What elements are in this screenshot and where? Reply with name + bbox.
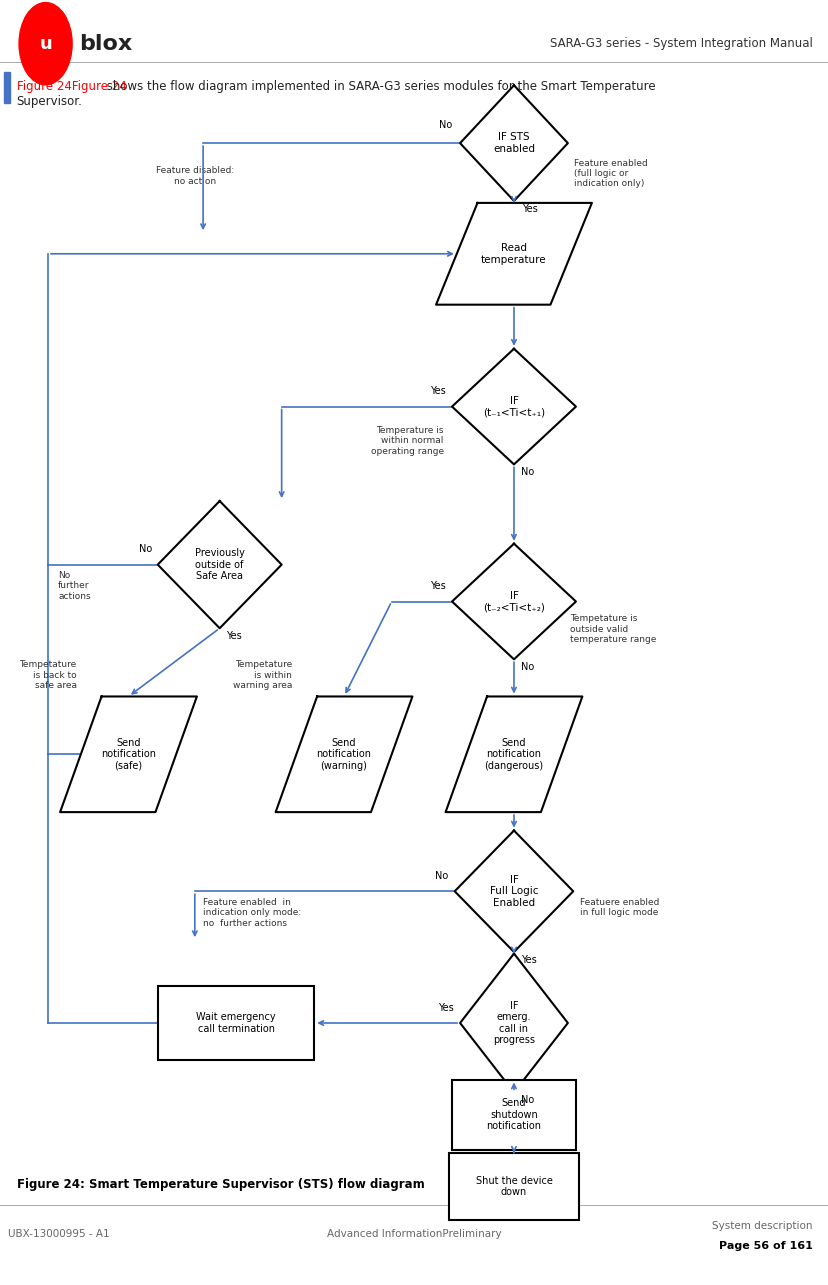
Polygon shape <box>157 501 282 628</box>
Text: No: No <box>435 871 447 882</box>
Text: u: u <box>39 35 52 53</box>
Text: IF
Full Logic
Enabled: IF Full Logic Enabled <box>489 875 537 908</box>
Text: Yes: Yes <box>429 581 445 591</box>
Polygon shape <box>454 830 573 952</box>
Bar <box>451 1079 575 1150</box>
Text: No: No <box>520 662 533 672</box>
Text: IF
emerg.
call in
progress: IF emerg. call in progress <box>493 1001 534 1046</box>
Text: IF
(t₋₁<Ti<t₊₁): IF (t₋₁<Ti<t₊₁) <box>483 396 544 418</box>
Polygon shape <box>451 348 575 464</box>
Polygon shape <box>445 696 581 812</box>
Text: Supervisor.: Supervisor. <box>17 95 82 108</box>
Text: No
further
actions: No further actions <box>58 571 90 601</box>
Text: Read
temperature: Read temperature <box>480 243 546 265</box>
Text: No: No <box>438 121 451 130</box>
Bar <box>4 72 10 103</box>
Text: Advanced InformationPreliminary: Advanced InformationPreliminary <box>327 1228 501 1239</box>
Text: Yes: Yes <box>520 955 536 965</box>
Polygon shape <box>460 85 567 200</box>
Text: Wait emergency
call termination: Wait emergency call termination <box>196 1013 276 1034</box>
Text: IF STS
enabled: IF STS enabled <box>493 132 534 154</box>
Text: Yes: Yes <box>437 1002 453 1013</box>
Text: Temperature is
within normal
operating range: Temperature is within normal operating r… <box>370 425 443 456</box>
Text: Feature enabled  in
indication only mode:
no  further actions: Feature enabled in indication only mode:… <box>203 898 301 928</box>
Text: Tempetature
is within
warning area: Tempetature is within warning area <box>233 660 291 690</box>
Text: Feature enabled
(full logic or
indication only): Feature enabled (full logic or indicatio… <box>574 158 647 189</box>
Text: SARA-G3 series - System Integration Manual: SARA-G3 series - System Integration Manu… <box>549 37 811 50</box>
Bar <box>158 987 314 1060</box>
Text: No: No <box>139 545 152 554</box>
Bar <box>449 1153 578 1219</box>
Text: Send
notification
(warning): Send notification (warning) <box>316 738 371 771</box>
Text: Figure 24Figure 24: Figure 24Figure 24 <box>17 80 126 93</box>
Text: Send
notification
(dangerous): Send notification (dangerous) <box>484 738 543 771</box>
Text: shows the flow diagram implemented in SARA-G3 series modules for the Smart Tempe: shows the flow diagram implemented in SA… <box>103 80 655 93</box>
Text: Tempetature
is back to
safe area: Tempetature is back to safe area <box>19 660 76 690</box>
Text: Shut the device
down: Shut the device down <box>475 1176 551 1198</box>
Text: No: No <box>520 1095 533 1105</box>
Polygon shape <box>275 696 412 812</box>
Circle shape <box>19 3 72 85</box>
Text: Yes: Yes <box>429 387 445 396</box>
Text: Send
notification
(safe): Send notification (safe) <box>101 738 156 771</box>
Text: Yes: Yes <box>226 631 242 641</box>
Text: Yes: Yes <box>522 203 537 213</box>
Polygon shape <box>451 544 575 659</box>
Text: Featuere enabled
in full logic mode: Featuere enabled in full logic mode <box>580 898 658 917</box>
Polygon shape <box>60 696 197 812</box>
Text: No: No <box>520 466 533 477</box>
Text: UBX-13000995 - A1: UBX-13000995 - A1 <box>8 1228 110 1239</box>
Text: Previously
outside of
Safe Area: Previously outside of Safe Area <box>195 547 244 581</box>
Text: Figure 24: Smart Temperature Supervisor (STS) flow diagram: Figure 24: Smart Temperature Supervisor … <box>17 1178 424 1191</box>
Text: Send
shutdown
notification: Send shutdown notification <box>486 1099 541 1131</box>
Text: Tempetature is
outside valid
temperature range: Tempetature is outside valid temperature… <box>569 614 656 644</box>
Text: blox: blox <box>79 33 132 54</box>
Text: Page 56 of 161: Page 56 of 161 <box>718 1241 811 1252</box>
Text: IF
(t₋₂<Ti<t₊₂): IF (t₋₂<Ti<t₊₂) <box>483 591 544 613</box>
Text: System description: System description <box>711 1221 811 1231</box>
Polygon shape <box>436 203 591 305</box>
Polygon shape <box>460 953 567 1092</box>
Text: Feature disabled:
no action: Feature disabled: no action <box>156 166 233 185</box>
